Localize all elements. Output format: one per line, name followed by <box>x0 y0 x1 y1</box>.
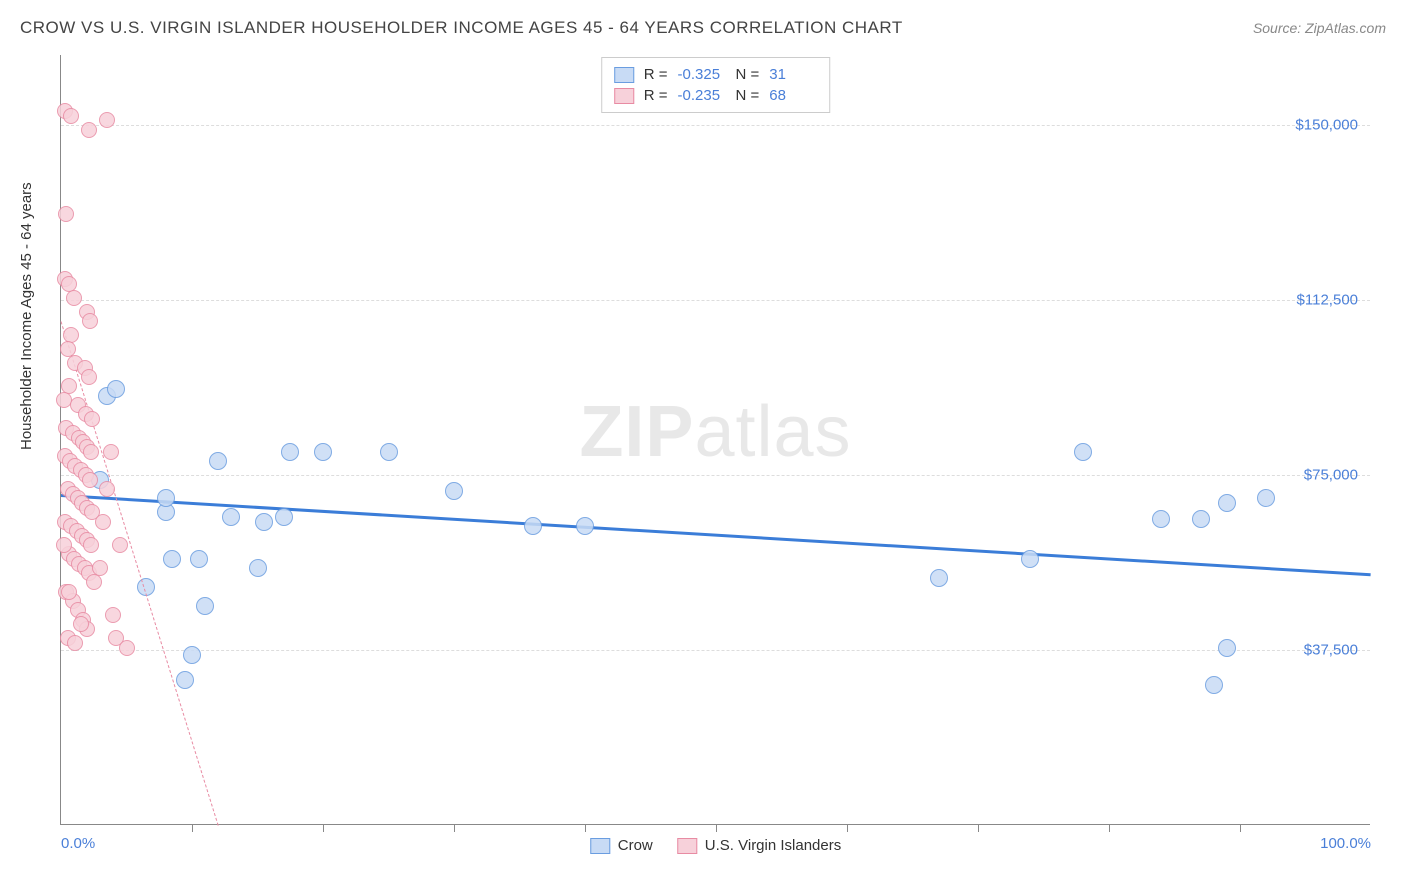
gridline-h <box>61 125 1370 126</box>
y-tick-label: $150,000 <box>1295 117 1358 134</box>
legend-swatch <box>614 67 634 83</box>
data-point <box>56 537 72 553</box>
data-point <box>1218 494 1236 512</box>
x-tick <box>716 824 717 832</box>
data-point <box>99 481 115 497</box>
x-tick <box>454 824 455 832</box>
gridline-h <box>61 650 1370 651</box>
data-point <box>95 514 111 530</box>
data-point <box>84 411 100 427</box>
data-point <box>81 369 97 385</box>
chart-source: Source: ZipAtlas.com <box>1253 20 1386 36</box>
data-point <box>63 108 79 124</box>
x-tick <box>585 824 586 832</box>
data-point <box>81 122 97 138</box>
data-point <box>82 313 98 329</box>
data-point <box>190 550 208 568</box>
gridline-h <box>61 300 1370 301</box>
data-point <box>183 646 201 664</box>
legend-label: U.S. Virgin Islanders <box>705 837 841 854</box>
x-tick <box>978 824 979 832</box>
stats-legend-row: R = -0.235 N = 68 <box>614 85 818 106</box>
stats-legend: R = -0.325 N = 31 R = -0.235 N = 68 <box>601 57 831 113</box>
chart-title: CROW VS U.S. VIRGIN ISLANDER HOUSEHOLDER… <box>20 18 903 38</box>
n-label: N = <box>736 66 760 83</box>
data-point <box>255 513 273 531</box>
stats-legend-row: R = -0.325 N = 31 <box>614 64 818 85</box>
n-label: N = <box>736 87 760 104</box>
r-label: R = <box>644 87 668 104</box>
data-point <box>1205 676 1223 694</box>
data-point <box>105 607 121 623</box>
data-point <box>445 482 463 500</box>
data-point <box>222 508 240 526</box>
x-tick <box>323 824 324 832</box>
data-point <box>66 290 82 306</box>
data-point <box>1218 639 1236 657</box>
data-point <box>209 452 227 470</box>
series-legend: Crow U.S. Virgin Islanders <box>590 837 841 854</box>
legend-swatch <box>590 838 610 854</box>
y-axis-label: Householder Income Ages 45 - 64 years <box>18 182 35 450</box>
data-point <box>92 560 108 576</box>
data-point <box>380 443 398 461</box>
data-point <box>83 537 99 553</box>
data-point <box>61 584 77 600</box>
data-point <box>1152 510 1170 528</box>
data-point <box>576 517 594 535</box>
data-point <box>58 206 74 222</box>
data-point <box>73 616 89 632</box>
legend-swatch <box>614 88 634 104</box>
x-tick <box>192 824 193 832</box>
data-point <box>119 640 135 656</box>
plot-area: ZIPatlas R =-0.325N =31R =-0.235N =68 Cr… <box>60 55 1370 825</box>
legend-swatch <box>677 838 697 854</box>
data-point <box>82 472 98 488</box>
n-value: 68 <box>769 87 817 104</box>
data-point <box>1192 510 1210 528</box>
data-point <box>112 537 128 553</box>
y-tick-label: $75,000 <box>1304 467 1358 484</box>
legend-item: U.S. Virgin Islanders <box>677 837 841 854</box>
y-tick-label: $37,500 <box>1304 642 1358 659</box>
data-point <box>314 443 332 461</box>
x-tick-label: 0.0% <box>61 835 95 852</box>
r-label: R = <box>644 66 668 83</box>
data-point <box>1021 550 1039 568</box>
data-point <box>107 380 125 398</box>
data-point <box>275 508 293 526</box>
data-point <box>281 443 299 461</box>
data-point <box>99 112 115 128</box>
legend-label: Crow <box>618 837 653 854</box>
data-point <box>67 635 83 651</box>
data-point <box>103 444 119 460</box>
n-value: 31 <box>769 66 817 83</box>
r-value: -0.235 <box>678 87 726 104</box>
watermark: ZIPatlas <box>579 390 851 472</box>
data-point <box>1257 489 1275 507</box>
data-point <box>1074 443 1092 461</box>
data-point <box>196 597 214 615</box>
data-point <box>524 517 542 535</box>
data-point <box>176 671 194 689</box>
data-point <box>249 559 267 577</box>
data-point <box>86 574 102 590</box>
legend-item: Crow <box>590 837 653 854</box>
x-tick <box>1240 824 1241 832</box>
data-point <box>83 444 99 460</box>
x-tick <box>847 824 848 832</box>
gridline-h <box>61 475 1370 476</box>
data-point <box>163 550 181 568</box>
x-tick-label: 100.0% <box>1320 835 1371 852</box>
data-point <box>157 489 175 507</box>
x-tick <box>1109 824 1110 832</box>
y-tick-label: $112,500 <box>1297 292 1358 309</box>
data-point <box>930 569 948 587</box>
r-value: -0.325 <box>678 66 726 83</box>
chart-header: CROW VS U.S. VIRGIN ISLANDER HOUSEHOLDER… <box>20 18 1386 38</box>
